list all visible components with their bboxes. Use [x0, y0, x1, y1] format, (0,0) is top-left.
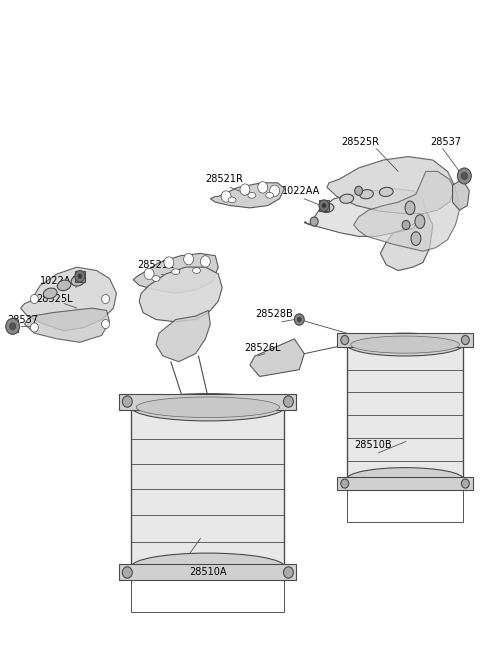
Bar: [347, 345, 463, 479]
Circle shape: [294, 314, 304, 326]
Circle shape: [75, 271, 85, 282]
Circle shape: [221, 191, 231, 202]
Circle shape: [78, 274, 82, 278]
Polygon shape: [24, 308, 109, 343]
Ellipse shape: [248, 193, 256, 198]
Ellipse shape: [379, 187, 393, 196]
Circle shape: [30, 295, 38, 303]
Circle shape: [402, 220, 410, 229]
Text: 1022AA: 1022AA: [281, 186, 320, 196]
Circle shape: [102, 295, 109, 303]
Ellipse shape: [136, 397, 279, 417]
Text: 28521L: 28521L: [137, 260, 174, 270]
Circle shape: [310, 217, 318, 226]
Ellipse shape: [320, 203, 334, 212]
Ellipse shape: [71, 276, 85, 286]
Ellipse shape: [172, 269, 180, 274]
Polygon shape: [304, 189, 426, 236]
Text: 1022AA: 1022AA: [40, 276, 79, 286]
Ellipse shape: [43, 288, 57, 299]
Bar: [337, 477, 473, 491]
Circle shape: [144, 269, 154, 280]
Bar: [319, 200, 329, 212]
Text: 28528B: 28528B: [255, 309, 293, 319]
Ellipse shape: [347, 333, 463, 356]
Text: 28537: 28537: [8, 314, 39, 324]
Ellipse shape: [131, 394, 285, 421]
Polygon shape: [133, 253, 218, 293]
Circle shape: [270, 185, 279, 196]
Ellipse shape: [347, 468, 463, 491]
Circle shape: [258, 181, 268, 193]
Polygon shape: [210, 183, 285, 208]
Bar: [337, 333, 473, 347]
Ellipse shape: [192, 268, 201, 273]
Bar: [75, 271, 85, 282]
Circle shape: [355, 186, 362, 195]
Circle shape: [322, 203, 326, 208]
Circle shape: [461, 335, 469, 345]
Text: 28526L: 28526L: [244, 343, 280, 353]
Bar: [120, 394, 296, 409]
Ellipse shape: [152, 276, 160, 282]
Circle shape: [6, 318, 20, 334]
Bar: [131, 580, 285, 612]
Circle shape: [164, 257, 174, 269]
Circle shape: [284, 396, 293, 407]
Polygon shape: [380, 210, 433, 271]
Circle shape: [319, 200, 329, 212]
Polygon shape: [354, 172, 459, 251]
Polygon shape: [139, 267, 222, 322]
Circle shape: [284, 567, 293, 578]
Ellipse shape: [415, 215, 425, 229]
Circle shape: [10, 323, 16, 329]
Ellipse shape: [340, 194, 354, 203]
Text: 28525R: 28525R: [341, 137, 379, 147]
Circle shape: [341, 335, 349, 345]
Circle shape: [461, 479, 469, 488]
Polygon shape: [21, 267, 117, 331]
Circle shape: [184, 253, 193, 265]
Circle shape: [297, 317, 301, 322]
Ellipse shape: [266, 193, 274, 198]
Bar: [347, 491, 463, 522]
Polygon shape: [327, 157, 456, 214]
Bar: [8, 321, 18, 332]
Bar: [131, 407, 285, 567]
Ellipse shape: [351, 336, 459, 353]
Ellipse shape: [131, 553, 285, 580]
Text: 28525L: 28525L: [36, 294, 73, 304]
Ellipse shape: [360, 189, 373, 198]
Ellipse shape: [405, 201, 415, 215]
Polygon shape: [156, 310, 210, 362]
Ellipse shape: [411, 232, 421, 246]
Text: 28510B: 28510B: [355, 440, 392, 450]
Ellipse shape: [228, 197, 236, 203]
Circle shape: [30, 323, 38, 332]
Ellipse shape: [57, 280, 71, 291]
Circle shape: [122, 567, 132, 578]
Polygon shape: [250, 339, 304, 377]
Text: 28521R: 28521R: [205, 174, 243, 184]
Circle shape: [341, 479, 349, 488]
Circle shape: [201, 255, 210, 267]
Polygon shape: [453, 179, 469, 210]
Circle shape: [240, 184, 250, 195]
Circle shape: [122, 396, 132, 407]
Bar: [120, 565, 296, 580]
Text: 28537: 28537: [430, 137, 461, 147]
Text: 28510A: 28510A: [190, 567, 227, 578]
Circle shape: [461, 172, 468, 179]
Circle shape: [457, 168, 471, 184]
Circle shape: [102, 320, 109, 329]
